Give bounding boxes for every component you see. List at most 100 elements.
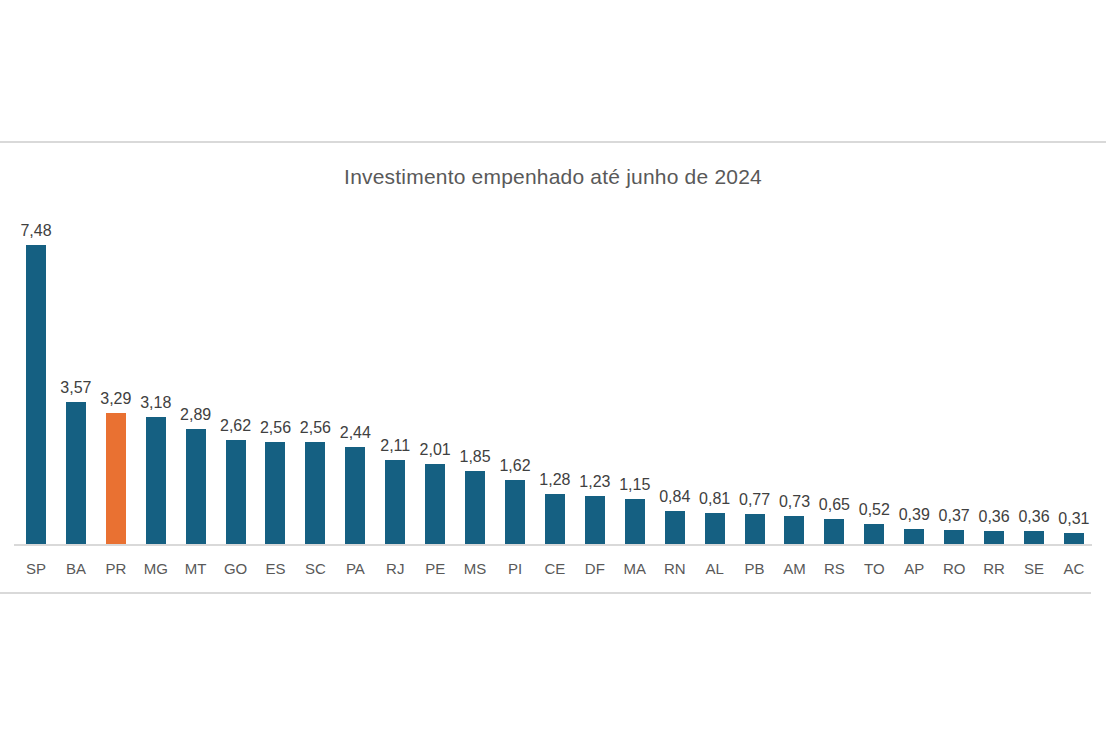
- axis-label-pb: PB: [735, 560, 775, 578]
- data-label-mg: 3,18: [140, 394, 171, 412]
- axis-label-sp: SP: [16, 560, 56, 578]
- bar-rr: [984, 531, 1004, 545]
- axis-label-se: SE: [1014, 560, 1054, 578]
- axis-label-sc: SC: [295, 560, 335, 578]
- bar-column-se: 0,36: [1014, 245, 1054, 545]
- bar-rn: [665, 511, 685, 545]
- bar-pi: [505, 480, 525, 545]
- data-label-pr: 3,29: [100, 390, 131, 408]
- data-label-pb: 0,77: [739, 491, 770, 509]
- bar-ba: [66, 402, 86, 545]
- bar-column-ap: 0,39: [894, 245, 934, 545]
- bar-df: [585, 496, 605, 545]
- axis-label-rj: RJ: [375, 560, 415, 578]
- data-label-ac: 0,31: [1058, 510, 1089, 528]
- bar-go: [226, 440, 246, 545]
- bar-column-rn: 0,84: [655, 245, 695, 545]
- top-divider-line: [0, 141, 1106, 143]
- bar-pa: [345, 447, 365, 545]
- data-label-am: 0,73: [779, 493, 810, 511]
- data-label-ro: 0,37: [939, 507, 970, 525]
- data-label-pa: 2,44: [340, 424, 371, 442]
- axis-label-to: TO: [854, 560, 894, 578]
- bar-column-es: 2,56: [256, 245, 296, 545]
- bar-am: [784, 516, 804, 545]
- axis-label-pa: PA: [335, 560, 375, 578]
- axis-label-pi: PI: [495, 560, 535, 578]
- axis-label-am: AM: [775, 560, 815, 578]
- data-label-ce: 1,28: [539, 471, 570, 489]
- bar-column-mt: 2,89: [176, 245, 216, 545]
- bar-column-mg: 3,18: [136, 245, 176, 545]
- axis-label-es: ES: [256, 560, 296, 578]
- bar-column-pr: 3,29: [96, 245, 136, 545]
- bar-es: [265, 442, 285, 545]
- axis-label-ba: BA: [56, 560, 96, 578]
- data-label-ap: 0,39: [899, 506, 930, 524]
- x-axis-labels: SPBAPRMGMTGOESSCPARJPEMSPICEDFMARNALPBAM…: [16, 560, 1094, 578]
- bar-column-pe: 2,01: [415, 245, 455, 545]
- bar-sp: [26, 245, 46, 545]
- bar-column-sc: 2,56: [295, 245, 335, 545]
- bar-column-ce: 1,28: [535, 245, 575, 545]
- bar-ro: [944, 530, 964, 545]
- axis-label-pe: PE: [415, 560, 455, 578]
- axis-label-go: GO: [216, 560, 256, 578]
- data-label-ma: 1,15: [619, 476, 650, 494]
- axis-label-ro: RO: [934, 560, 974, 578]
- data-label-rj: 2,11: [380, 437, 410, 455]
- bar-column-al: 0,81: [695, 245, 735, 545]
- axis-label-mg: MG: [136, 560, 176, 578]
- data-label-al: 0,81: [699, 490, 730, 508]
- bar-mt: [186, 429, 206, 545]
- data-label-es: 2,56: [260, 419, 291, 437]
- axis-label-rn: RN: [655, 560, 695, 578]
- data-label-sc: 2,56: [300, 419, 331, 437]
- bar-column-rj: 2,11: [375, 245, 415, 545]
- bar-column-pa: 2,44: [335, 245, 375, 545]
- bar-to: [864, 524, 884, 545]
- bar-pe: [425, 464, 445, 545]
- bar-column-pb: 0,77: [735, 245, 775, 545]
- bar-ms: [465, 471, 485, 545]
- bar-ap: [904, 529, 924, 545]
- bar-mg: [146, 417, 166, 545]
- bar-column-rs: 0,65: [814, 245, 854, 545]
- bar-column-ro: 0,37: [934, 245, 974, 545]
- axis-label-pr: PR: [96, 560, 136, 578]
- bar-ma: [625, 499, 645, 545]
- bar-column-sp: 7,48: [16, 245, 56, 545]
- axis-label-ce: CE: [535, 560, 575, 578]
- axis-label-ma: MA: [615, 560, 655, 578]
- bar-column-am: 0,73: [775, 245, 815, 545]
- bar-se: [1024, 531, 1044, 545]
- bottom-divider-line: [0, 592, 1091, 594]
- bar-column-to: 0,52: [854, 245, 894, 545]
- axis-label-al: AL: [695, 560, 735, 578]
- data-label-pe: 2,01: [420, 441, 451, 459]
- bar-al: [705, 513, 725, 545]
- data-label-se: 0,36: [1018, 508, 1049, 526]
- axis-label-ms: MS: [455, 560, 495, 578]
- data-label-rs: 0,65: [819, 496, 850, 514]
- axis-label-df: DF: [575, 560, 615, 578]
- bar-column-go: 2,62: [216, 245, 256, 545]
- bar-column-ba: 3,57: [56, 245, 96, 545]
- data-label-sp: 7,48: [20, 222, 51, 240]
- axis-label-rr: RR: [974, 560, 1014, 578]
- plot-area: 7,483,573,293,182,892,622,562,562,442,11…: [16, 245, 1094, 545]
- data-label-df: 1,23: [579, 473, 610, 491]
- bar-ce: [545, 494, 565, 545]
- data-label-to: 0,52: [859, 501, 890, 519]
- x-axis-line: [14, 544, 1092, 546]
- data-label-ba: 3,57: [60, 379, 91, 397]
- chart-title: Investimento empenhado até junho de 2024: [0, 163, 1106, 191]
- bar-rj: [385, 460, 405, 545]
- data-label-rn: 0,84: [659, 488, 690, 506]
- data-label-mt: 2,89: [180, 406, 211, 424]
- bar-column-df: 1,23: [575, 245, 615, 545]
- bar-sc: [305, 442, 325, 545]
- bar-column-ma: 1,15: [615, 245, 655, 545]
- axis-label-rs: RS: [814, 560, 854, 578]
- axis-label-ac: AC: [1054, 560, 1094, 578]
